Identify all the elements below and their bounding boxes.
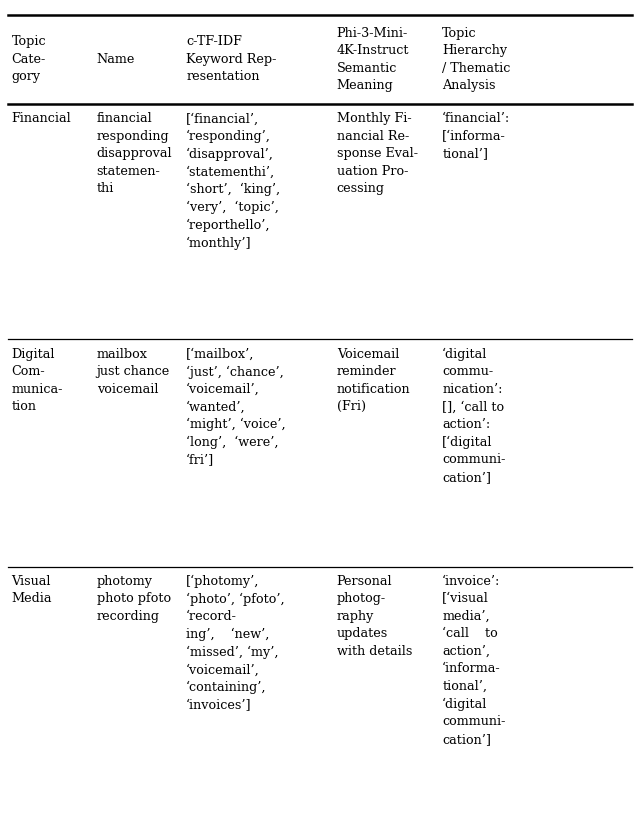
Text: ‘digital
commu-
nication’:
[], ‘call to
action’:
[‘digital
communi-
cation’]: ‘digital commu- nication’: [], ‘call to … [442,348,506,484]
Text: Financial: Financial [12,112,71,126]
Text: ‘financial’:
[‘informa-
tional’]: ‘financial’: [‘informa- tional’] [442,112,511,160]
Text: ‘invoice’:
[‘visual
media’,
‘call    to
action’,
‘informa-
tional’,
‘digital
com: ‘invoice’: [‘visual media’, ‘call to act… [442,575,506,746]
Text: Digital
Com-
munica-
tion: Digital Com- munica- tion [12,348,63,413]
Text: mailbox
just chance
voicemail: mailbox just chance voicemail [97,348,170,396]
Text: [‘photomy’,
‘photo’, ‘pfoto’,
‘record-
ing’,    ‘new’,
‘missed’, ‘my’,
‘voicemai: [‘photomy’, ‘photo’, ‘pfoto’, ‘record- i… [186,575,285,712]
Text: Visual
Media: Visual Media [12,575,52,605]
Text: [‘mailbox’,
‘just’, ‘chance’,
‘voicemail’,
‘wanted’,
‘might’, ‘voice’,
‘long’,  : [‘mailbox’, ‘just’, ‘chance’, ‘voicemail… [186,348,286,467]
Text: Voicemail
reminder
notification
(Fri): Voicemail reminder notification (Fri) [337,348,410,413]
Text: Phi-3-Mini-
4K-Instruct
Semantic
Meaning: Phi-3-Mini- 4K-Instruct Semantic Meaning [337,26,409,93]
Text: Monthly Fi-
nancial Re-
sponse Eval-
uation Pro-
cessing: Monthly Fi- nancial Re- sponse Eval- uat… [337,112,418,195]
Text: Name: Name [97,53,135,66]
Text: Topic
Hierarchy
/ Thematic
Analysis: Topic Hierarchy / Thematic Analysis [442,26,511,93]
Text: financial
responding
disapproval
statemen-
thi: financial responding disapproval stateme… [97,112,172,195]
Text: c-TF-IDF
Keyword Rep-
resentation: c-TF-IDF Keyword Rep- resentation [186,36,276,83]
Text: Topic
Cate-
gory: Topic Cate- gory [12,36,46,83]
Text: photomy
photo pfoto
recording: photomy photo pfoto recording [97,575,171,623]
Text: [‘financial’,
‘responding’,
‘disapproval’,
‘statementhi’,
‘short’,  ‘king’,
‘ver: [‘financial’, ‘responding’, ‘disapproval… [186,112,280,250]
Text: Personal
photog-
raphy
updates
with details: Personal photog- raphy updates with deta… [337,575,412,657]
